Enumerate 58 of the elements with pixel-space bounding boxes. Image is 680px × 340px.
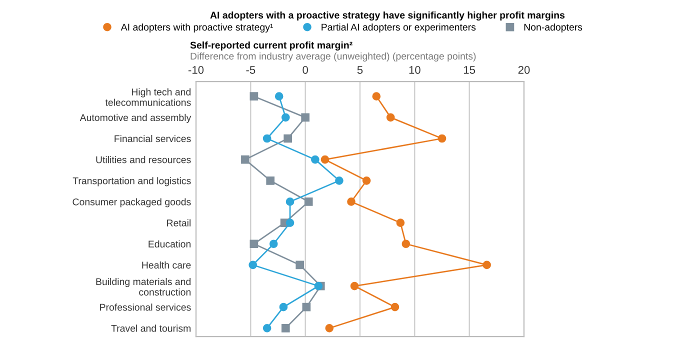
point — [286, 198, 294, 206]
y-tick-label: Utilities and resources — [96, 156, 191, 164]
y-tick-label: High tech and telecommunications — [105, 88, 191, 106]
x-tick-label: 20 — [518, 66, 530, 74]
y-tick-label: Automotive and assembly — [80, 114, 192, 123]
point — [372, 92, 381, 101]
point — [311, 155, 320, 164]
point — [482, 260, 491, 270]
point — [301, 113, 310, 122]
point — [438, 134, 446, 143]
point — [402, 240, 410, 248]
point — [296, 260, 304, 270]
point — [241, 155, 250, 164]
point — [325, 324, 334, 332]
x-tick-label: 10 — [409, 66, 420, 74]
point — [250, 240, 258, 248]
y-tick-label: Financial services — [114, 134, 191, 142]
point — [274, 92, 284, 101]
point — [284, 134, 292, 143]
point — [262, 134, 272, 143]
point — [281, 324, 290, 332]
x-tick-label: 15 — [464, 66, 476, 74]
point — [390, 302, 400, 312]
y-tick-label: Health care — [142, 261, 191, 269]
x-axis-title: Self-reported current profit margin² — [190, 41, 352, 51]
x-tick-label: -10 — [188, 66, 204, 74]
x-tick-label: -5 — [246, 66, 256, 74]
y-tick-label: Travel and tourism — [111, 324, 191, 332]
point — [279, 302, 288, 312]
legend-label: Non-adopters — [524, 23, 582, 33]
point — [281, 113, 290, 122]
point — [302, 302, 311, 312]
point — [396, 218, 405, 227]
y-tick-label: Professional services — [100, 304, 191, 311]
x-tick-label: 5 — [357, 66, 363, 74]
legend-label: AI adopters with proactive strategy¹ — [120, 23, 274, 33]
point — [304, 198, 313, 206]
chart-title: AI adopters with a proactive strategy have significantly higher profit margins — [210, 11, 565, 21]
y-tick-label: Transportation and logistics — [72, 177, 191, 186]
x-tick-label: 0 — [302, 66, 308, 74]
point — [286, 218, 294, 227]
point — [350, 282, 359, 290]
y-tick-label: Consumer packaged goods — [72, 198, 191, 208]
point — [335, 176, 344, 185]
y-tick-label: Building materials and construction — [96, 278, 191, 296]
point — [250, 92, 258, 101]
point — [266, 176, 275, 185]
point — [262, 324, 272, 332]
point — [248, 260, 258, 270]
point — [347, 198, 356, 206]
point — [320, 155, 330, 164]
y-tick-label: Retail — [167, 219, 190, 226]
point — [269, 240, 278, 248]
chart-subtitle: Difference from industry average (unweighted) (percentage points) — [190, 52, 476, 62]
point — [362, 176, 371, 185]
y-tick-label: Education — [148, 240, 191, 248]
legend-label: Partial AI adopters or experimenters — [322, 23, 476, 33]
point — [386, 113, 395, 122]
